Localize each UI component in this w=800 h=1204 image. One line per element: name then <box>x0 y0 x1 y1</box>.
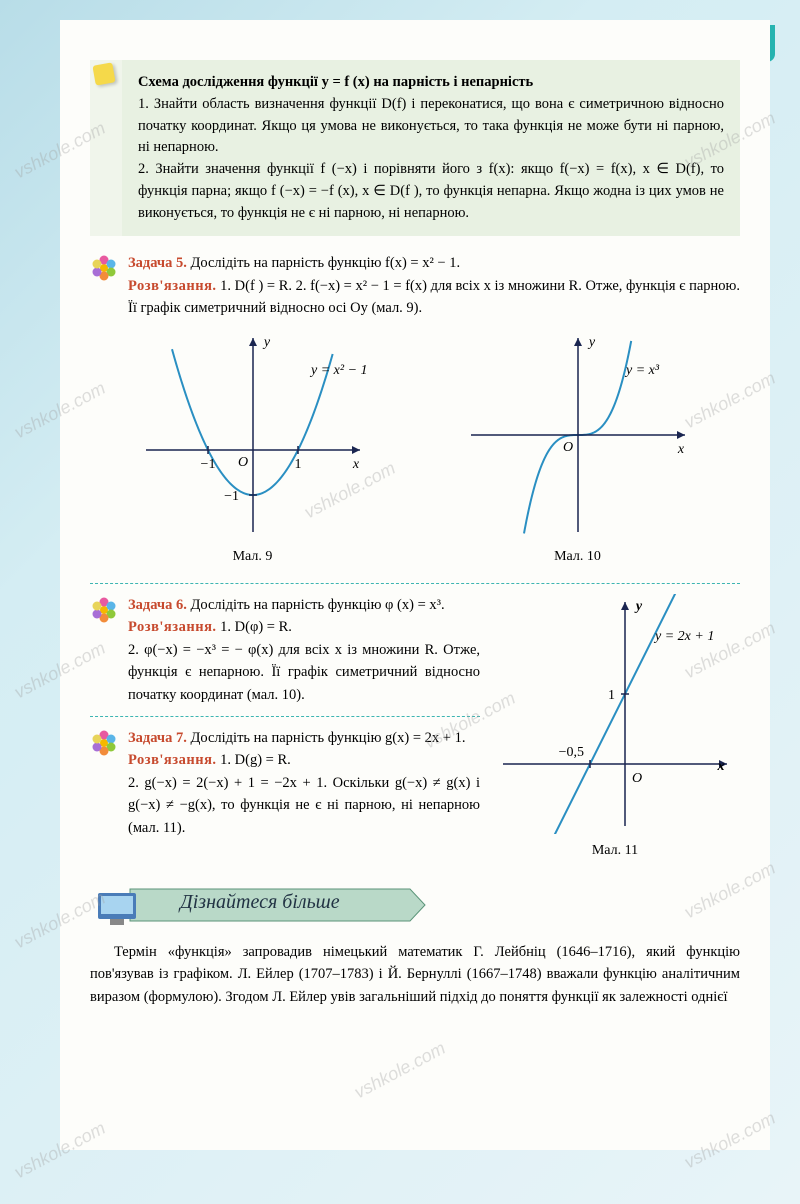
task6-block: Задача 6. Дослідіть на парність функцію … <box>90 594 480 706</box>
task6-sol2: 2. φ(−x) = −x³ = − φ(x) для всіх x із мн… <box>128 642 480 703</box>
task7-text: Дослідіть на парність функцію g(x) = 2x … <box>187 730 466 746</box>
learn-more-text: Дізнайтеся більше <box>180 891 340 914</box>
chart9-svg: −1 1 −1 Ox y y = x² − 1 <box>138 330 368 540</box>
svg-text:y: y <box>261 335 270 350</box>
schema-line2: 2. Знайти значення функції f (−x) і порі… <box>138 159 724 224</box>
task6-sol-label: Розв'язання. <box>128 619 217 635</box>
chart10-box: Ox y y = x³ Мал. 10 <box>463 330 693 565</box>
task7-label: Задача 7. <box>128 730 187 746</box>
chart10-svg: Ox y y = x³ <box>463 330 693 540</box>
page-content: Схема дослідження функції y = f (x) на п… <box>60 20 770 1150</box>
svg-text:x: x <box>676 442 684 457</box>
svg-text:1: 1 <box>294 457 301 472</box>
svg-text:y: y <box>634 599 643 614</box>
task5-sol-text: 1. D(f ) = R. 2. f(−x) = x² − 1 = f(x) д… <box>128 278 740 316</box>
svg-text:O: O <box>562 440 572 455</box>
svg-text:−0,5: −0,5 <box>559 745 584 760</box>
chart9-caption: Мал. 9 <box>138 549 368 565</box>
chart9-box: −1 1 −1 Ox y y = x² − 1 Мал. 9 <box>138 330 368 565</box>
flower-icon <box>90 729 118 757</box>
charts-row: −1 1 −1 Ox y y = x² − 1 Мал. 9 Ox y y = x³ Мал.… <box>90 330 740 565</box>
svg-text:y = x² − 1: y = x² − 1 <box>309 363 368 378</box>
task5-block: Задача 5. Дослідіть на парність функцію … <box>90 252 740 319</box>
flower-icon <box>90 596 118 624</box>
chart11-caption: Мал. 11 <box>490 843 740 859</box>
task6-label: Задача 6. <box>128 597 187 613</box>
chart10-caption: Мал. 10 <box>463 549 693 565</box>
chart11-box: −0,5 1 Ox y y = 2x + 1 Мал. 11 <box>490 594 740 859</box>
task7-sol2: 2. g(−x) = 2(−x) + 1 = −2x + 1. Оскільки… <box>128 775 480 836</box>
task5-text: Дослідіть на парність функцію f(x) = x² … <box>187 255 460 271</box>
svg-text:y: y <box>586 335 595 350</box>
task7-sol-label: Розв'язання. <box>128 752 217 768</box>
svg-text:−1: −1 <box>200 457 215 472</box>
schema-title: Схема дослідження функції y = f (x) на п… <box>138 74 533 90</box>
chart11-svg: −0,5 1 Ox y y = 2x + 1 <box>495 594 735 834</box>
svg-text:O: O <box>237 455 247 470</box>
svg-text:x: x <box>717 759 725 774</box>
schema-line1: 1. Знайти область визначення функції D(f… <box>138 94 724 159</box>
svg-text:−1: −1 <box>224 489 239 504</box>
task5-sol-label: Розв'язання. <box>128 278 217 294</box>
svg-text:1: 1 <box>608 688 615 703</box>
task6-text: Дослідіть на парність функцію φ (x) = x³… <box>187 597 445 613</box>
task5-label: Задача 5. <box>128 255 187 271</box>
footer-text: Термін «функція» запровадив німецький ма… <box>90 941 740 1008</box>
svg-text:y = 2x + 1: y = 2x + 1 <box>653 629 714 644</box>
svg-text:y = x³: y = x³ <box>624 363 660 378</box>
task7-sol1: 1. D(g) = R. <box>217 752 291 768</box>
divider <box>90 583 740 584</box>
schema-box: Схема дослідження функції y = f (x) на п… <box>90 60 740 236</box>
flower-icon <box>90 254 118 282</box>
svg-text:O: O <box>632 771 642 786</box>
svg-text:x: x <box>351 457 359 472</box>
task6-sol1: 1. D(φ) = R. <box>217 619 292 635</box>
learn-more-banner: Дізнайтеся більше <box>90 883 740 927</box>
divider <box>90 716 480 717</box>
task7-block: Задача 7. Дослідіть на парність функцію … <box>90 727 480 839</box>
